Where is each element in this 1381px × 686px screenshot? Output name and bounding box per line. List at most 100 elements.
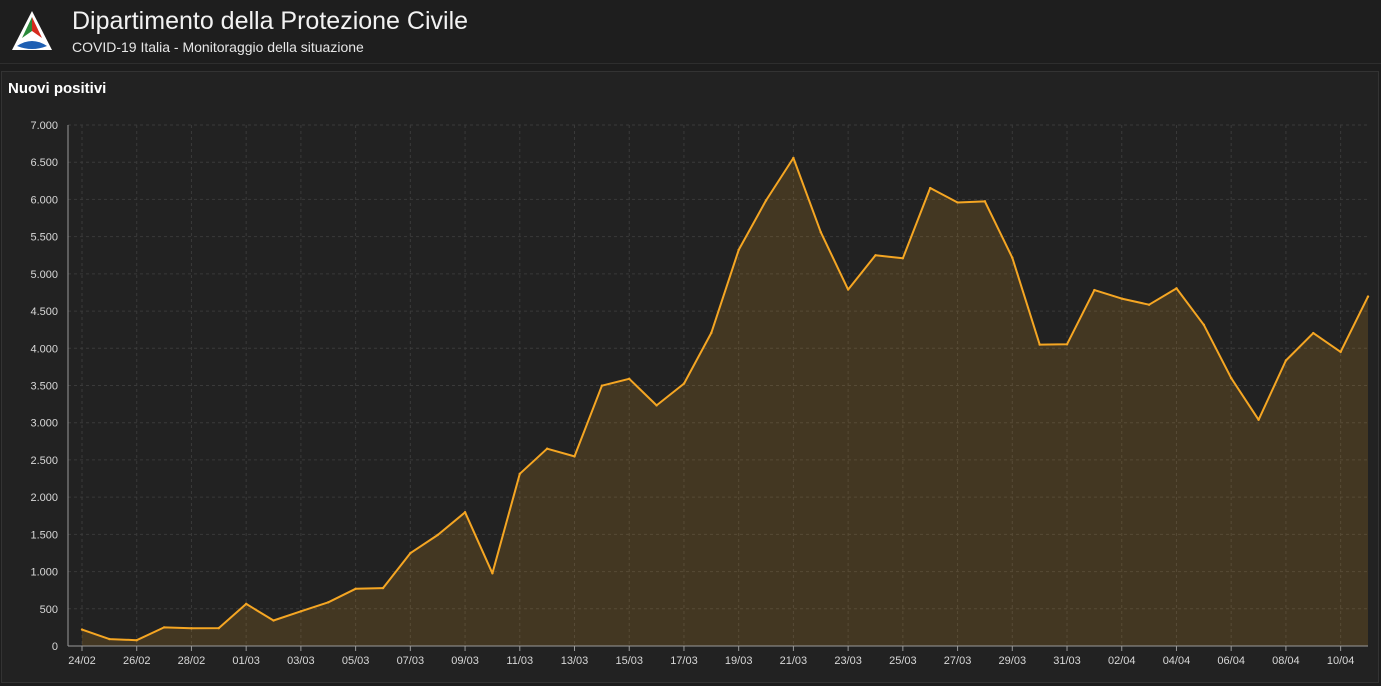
x-tick-label: 27/03 [944,655,972,667]
x-tick-label: 13/03 [561,655,589,667]
x-tick-label: 23/03 [834,655,862,667]
data-point [819,230,822,234]
chart-grid [68,124,1368,646]
page-subtitle: COVID-19 Italia - Monitoraggio della sit… [72,39,364,55]
data-point [217,626,221,630]
data-point [1229,376,1233,380]
chart-title: Nuovi positivi [8,80,107,97]
data-point [1038,343,1041,346]
x-tick-label: 19/03 [725,655,753,667]
x-tick-label: 04/04 [1163,655,1191,667]
data-point [1065,343,1069,346]
y-tick-label: 0 [52,641,58,653]
x-tick-label: 26/02 [123,655,151,667]
chart-area-layer [80,156,1370,646]
chart-panel [1,71,1379,683]
data-point [600,384,604,387]
x-tick-label: 06/04 [1217,655,1245,667]
data-point [764,199,768,202]
y-tick-label: 2.500 [30,455,58,467]
x-tick-label: 24/02 [68,655,96,667]
data-point [846,288,850,291]
x-tick-label: 08/04 [1272,655,1300,667]
y-tick-label: 2.000 [30,492,58,504]
x-tick-label: 29/03 [999,655,1027,667]
data-point [299,610,303,613]
x-tick-label: 17/03 [670,655,698,667]
x-tick-label: 11/03 [506,655,533,667]
series-line [81,157,1369,642]
data-point [1257,418,1260,422]
data-point [162,626,166,629]
data-point [327,601,330,604]
y-tick-label: 4.500 [30,306,58,318]
app-header: Dipartimento della Protezione Civile COV… [0,0,1381,64]
protezione-civile-logo-icon [12,11,52,50]
data-point [1339,350,1342,354]
data-point [1202,323,1206,326]
data-point [710,331,713,335]
x-tick-label: 21/03 [780,655,808,667]
data-point [682,382,686,385]
data-point [409,551,412,555]
y-tick-label: 5.000 [30,269,58,281]
data-point [983,200,987,203]
data-point [190,627,193,630]
data-point [381,586,385,590]
data-point [463,511,467,514]
x-tick-label: 01/03 [232,655,260,667]
y-tick-label: 3.000 [30,418,58,430]
data-point [901,257,905,260]
y-tick-label: 4.000 [30,343,58,355]
data-point [956,201,959,204]
x-tick-label: 03/03 [287,655,315,667]
y-tick-label: 6.500 [30,157,58,169]
data-point [628,377,631,381]
data-point [545,447,549,450]
x-tick-label: 05/03 [342,655,370,667]
x-tick-label: 28/02 [178,655,206,667]
data-point [1366,295,1370,298]
data-point [1093,288,1096,292]
data-point [1011,256,1014,259]
series-area [82,158,1368,646]
data-point [244,602,248,606]
page-title: Dipartimento della Protezione Civile [72,7,469,35]
data-point [1147,303,1151,306]
y-tick-label: 500 [40,604,58,616]
data-point [135,638,138,642]
y-tick-label: 1.000 [30,567,58,579]
data-point [573,455,576,458]
x-tick-label: 31/03 [1053,655,1081,667]
chart-tick-labels: 0 500 1.000 1.500 2.000 2.500 3.000 3.500 4.000 4… [30,120,1354,667]
data-point [354,587,357,590]
y-tick-label: 1.500 [30,529,58,541]
data-point [1120,297,1123,300]
x-tick-label: 25/03 [889,655,917,667]
data-point [1284,359,1288,362]
y-tick-label: 6.000 [30,194,58,206]
y-tick-label: 5.500 [30,232,58,244]
data-point [1175,287,1178,290]
data-point [792,156,795,160]
data-point [874,254,877,257]
y-tick-label: 7.000 [30,120,58,132]
data-point [80,628,84,631]
x-tick-label: 07/03 [397,655,425,667]
data-point [108,637,111,641]
data-point [272,619,275,622]
chart-axes [67,125,1368,651]
y-tick-label: 3.500 [30,381,58,393]
x-tick-label: 10/04 [1327,655,1355,667]
x-tick-label: 09/03 [451,655,479,667]
x-tick-label: 02/04 [1108,655,1136,667]
data-point [929,186,932,190]
data-point [491,572,494,575]
data-point [518,472,521,476]
data-point [436,533,439,537]
data-point [655,404,658,407]
x-tick-label: 15/03 [615,655,643,667]
data-point [1312,331,1315,335]
data-point [737,248,740,252]
